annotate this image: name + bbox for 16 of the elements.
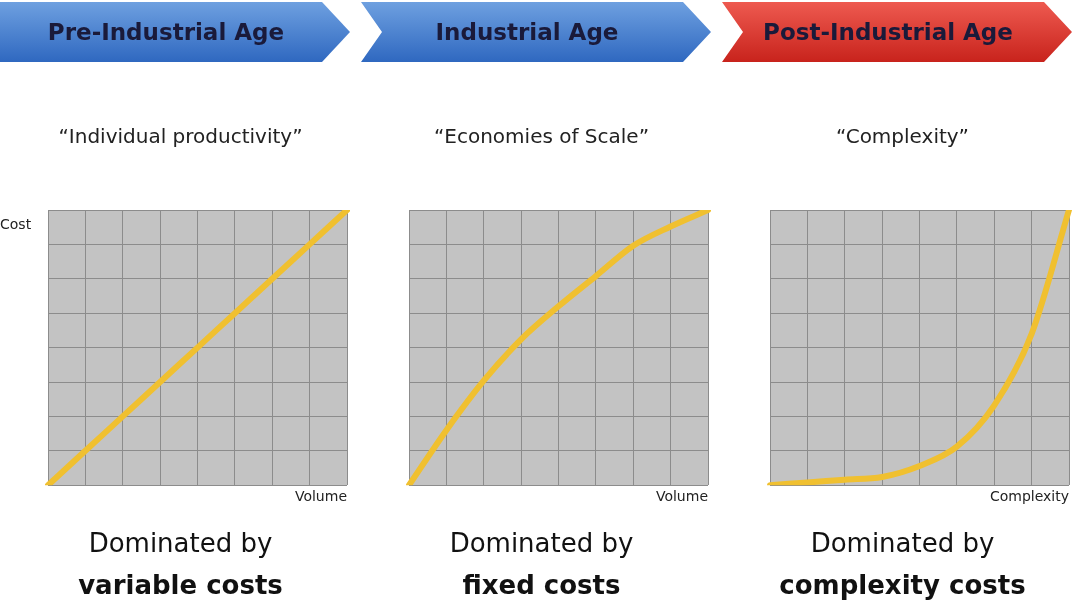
text: Dominated by (87, 528, 274, 558)
y-axis-title: Cost (0, 216, 32, 232)
chart-title: Industrial Age (361, 2, 711, 62)
text: fixed costs (461, 570, 622, 600)
text: variable costs (77, 570, 284, 600)
chart-subtitle: “Individual productivity” (57, 124, 304, 148)
x-axis-title: Volume (294, 488, 347, 505)
chart-subtitle: “Economies of Scale” (432, 124, 651, 148)
x-axis-title: Volume (655, 488, 708, 505)
text: Dominated by (448, 528, 635, 558)
chart-title: Pre-Industrial Age (0, 2, 350, 62)
chart-subtitle: “Complexity” (835, 124, 970, 148)
text: Dominated by (809, 528, 996, 558)
x-axis-title: Complexity (989, 488, 1069, 505)
text: complexity costs (778, 570, 1027, 600)
chart-title: Post-Industrial Age (722, 2, 1072, 62)
